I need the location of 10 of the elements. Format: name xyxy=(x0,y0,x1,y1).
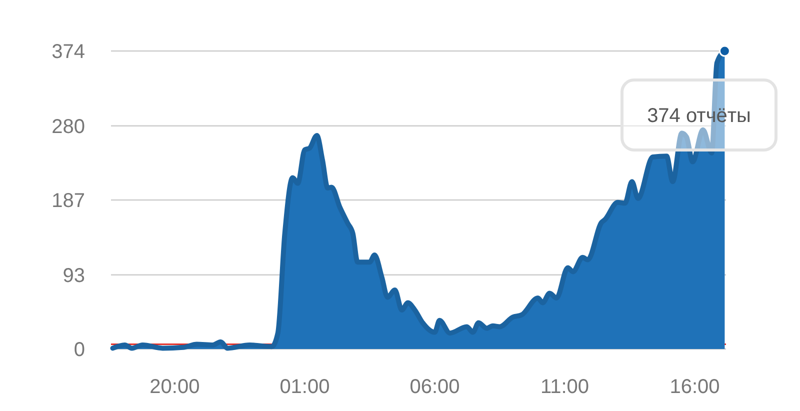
y-tick-label: 0 xyxy=(74,339,85,361)
y-tick-label: 187 xyxy=(52,190,85,212)
x-tick-label: 11:00 xyxy=(540,376,590,398)
y-tick-label: 280 xyxy=(52,116,85,138)
y-tick-label: 93 xyxy=(62,264,85,287)
x-tick-label: 20:00 xyxy=(150,376,200,398)
y-tick-label: 374 xyxy=(52,41,85,63)
x-tick-label: 16:00 xyxy=(670,376,720,398)
x-tick-label: 01:00 xyxy=(280,376,330,398)
x-tick-label: 06:00 xyxy=(410,376,460,398)
